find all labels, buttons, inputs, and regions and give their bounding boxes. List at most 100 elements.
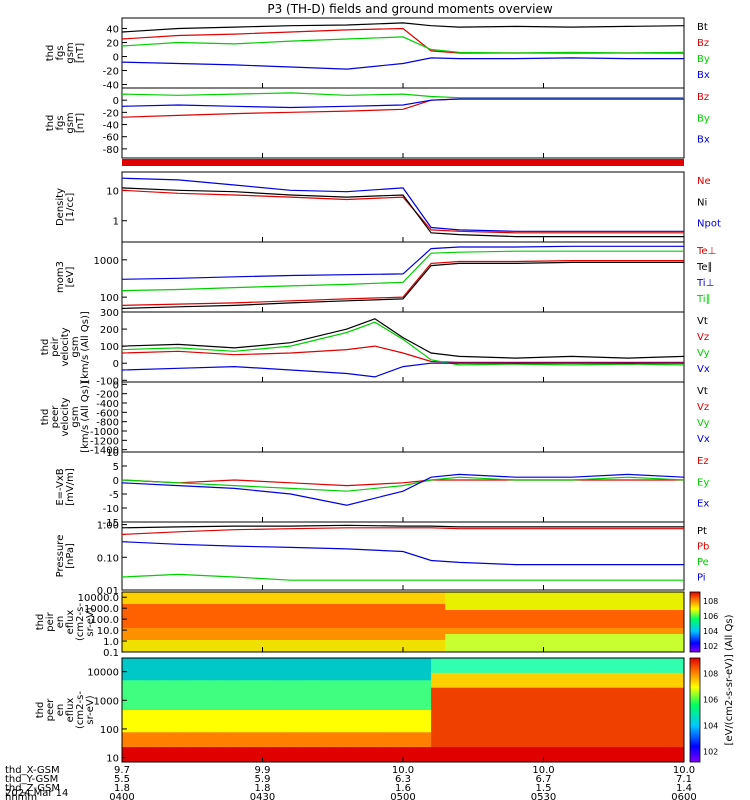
heatmap-cell [655,724,671,733]
heatmap-cell [262,604,278,611]
heatmap-cell [473,598,488,605]
heatmap-cell [655,665,671,674]
heatmap-cell [557,646,573,653]
heatmap-cell [374,640,390,647]
heatmap-cell [136,739,151,748]
heatmap-cell [150,665,165,674]
y-tick-label: 10000.0 [78,593,119,604]
heatmap-cell [248,754,263,763]
heatmap-cell [641,702,657,711]
heatmap-cell [459,672,474,681]
heatmap-cell [234,717,249,726]
heatmap-cell [388,739,404,748]
heatmap-cell [206,665,221,674]
heatmap-cell [318,687,334,696]
heatmap-cell [136,634,151,641]
legend-entry: Vz [697,402,709,413]
heatmap-cell [234,680,249,689]
heatmap-cell [473,610,488,617]
heatmap-cell [164,695,179,704]
heatmap-cell [627,598,643,605]
heatmap-cell [445,747,460,756]
series-line-Ex [121,473,685,506]
heatmap-cell [459,628,474,635]
heatmap-cell [304,747,320,756]
heatmap-cell [276,695,292,704]
heatmap-cell [669,680,685,689]
heatmap-cell [346,747,362,756]
heatmap-cell [346,672,362,681]
heatmap-cell [248,702,263,711]
heatmap-cell [234,754,249,763]
heatmap-cell [122,604,137,611]
heatmap-cell [374,658,390,666]
colorbar: 108 106 104 102 108 106 104 102 [eV/(cm2-s-sr-e… [689,591,735,763]
heatmap-cell [585,628,601,635]
heatmap-cell [234,724,249,733]
heatmap-cell [122,598,137,605]
heatmap-cell [543,634,559,641]
heatmap-cell [403,680,418,689]
heatmap-cell [431,732,446,741]
heatmap-cell [655,754,671,763]
heatmap-cell [473,628,488,635]
heatmap-cell [346,640,362,647]
heatmap-cell [192,717,207,726]
heatmap-cell [501,702,516,711]
heatmap-cell [599,702,615,711]
heatmap-cell [178,628,193,635]
heatmap-cell [164,710,179,718]
heatmap-cell [417,687,432,696]
heatmap-cell [445,604,460,611]
heatmap-cell [515,754,530,763]
heatmap-cell [669,724,685,733]
heatmap-cell [641,672,657,681]
heatmap-cell [627,732,643,741]
heatmap-cell [417,634,432,641]
heatmap-cell [445,658,460,666]
legend-entry: Vx [697,434,710,445]
heatmap-cell [655,616,671,623]
heatmap-cell [585,616,601,623]
heatmap-cell [613,604,629,611]
heatmap-cell [557,628,573,635]
heatmap-cell [459,724,474,733]
heatmap-cell [627,616,643,623]
legend-entry: Npot [697,219,721,230]
series-line-Ti⊥ [121,245,684,280]
heatmap-cell [290,634,306,641]
y-tick-label: 100.0 [90,615,119,626]
heatmap-cell [388,695,404,704]
heatmap-cell [290,628,306,635]
heatmap-cell [445,687,460,696]
series-line-Vz [121,345,684,363]
heatmap-cell [150,640,165,647]
y-tick-label: 10.0 [97,626,119,637]
heatmap-cell [669,640,685,647]
heatmap-cell [543,739,559,748]
heatmap-cell [234,702,249,711]
y-axis-label: fgs [55,115,66,130]
heatmap-cell [417,724,432,733]
heatmap-cell [206,616,221,623]
series-line-Bx [121,98,684,109]
heatmap-cell [248,610,263,617]
heatmap-cell [571,598,587,605]
heatmap-cell [206,604,221,611]
heatmap-cell [571,732,587,741]
x-axis-value: 0430 [250,792,275,800]
legend-entry: Vt [697,386,708,397]
series-line-Ey [121,476,685,492]
heatmap-cell [627,640,643,647]
heatmap-cell [374,702,390,711]
legend-entry: Pe [697,557,709,568]
heatmap-cell [543,628,559,635]
heatmap-cell [613,717,629,726]
heatmap-cell [136,702,151,711]
heatmap-cell [388,640,404,647]
heatmap-cell [473,680,488,689]
heatmap-cell [178,646,193,653]
heatmap-cell [220,672,235,681]
heatmap-cell [669,687,685,696]
heatmap-cell [304,616,320,623]
